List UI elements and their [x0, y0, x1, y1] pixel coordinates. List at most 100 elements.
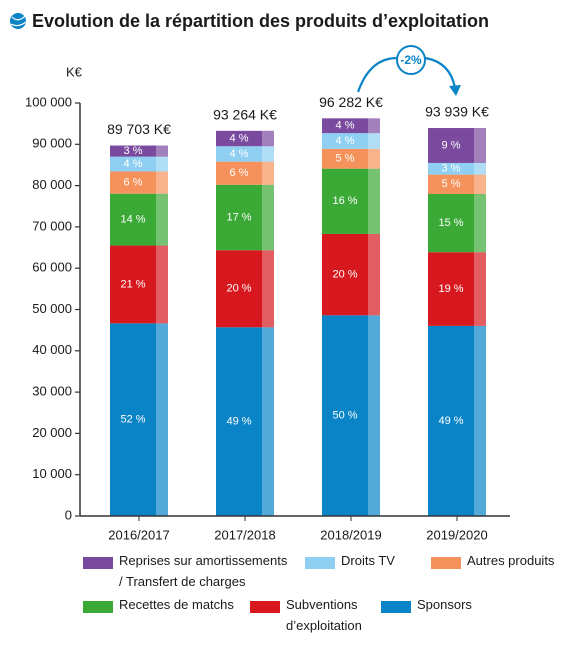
segment-label: 52 % — [120, 414, 145, 426]
bar-segment — [428, 162, 486, 175]
bar-segment — [216, 130, 274, 147]
y-tick-label: 20 000 — [32, 425, 72, 440]
bar-shade — [262, 184, 274, 251]
segment-label: 4 % — [230, 148, 249, 160]
annotation-circle — [396, 45, 426, 75]
bar-shade — [474, 174, 486, 194]
bar-segment — [216, 327, 274, 516]
bar-shade — [368, 118, 380, 134]
x-tick-label: 2017/2018 — [214, 527, 275, 542]
segment-label: 6 % — [230, 167, 249, 179]
bar-shade — [474, 325, 486, 516]
total-label: 93 264 K€ — [213, 107, 277, 123]
bar-segment — [110, 245, 168, 324]
bar-shade — [156, 156, 168, 172]
legend-line: Reprises sur amortissements — [119, 553, 288, 568]
bar-segment — [428, 252, 486, 326]
bar-segment — [322, 133, 380, 149]
y-tick-label: 40 000 — [32, 342, 72, 357]
title-icon-lines — [10, 15, 27, 27]
segment-label: 3 % — [442, 163, 461, 175]
legend-swatch — [305, 557, 335, 569]
bar-shade — [368, 133, 380, 149]
y-tick-label: 70 000 — [32, 218, 72, 233]
x-tick-label: 2016/2017 — [108, 527, 169, 542]
bar-segment — [216, 250, 274, 328]
segment-label: 9 % — [442, 139, 461, 151]
segment-label: 15 % — [438, 217, 463, 229]
bar-segment — [216, 184, 274, 251]
legend-swatch — [250, 601, 280, 613]
annotation-arrow — [356, 56, 457, 93]
legend-label: Droits TV — [341, 553, 395, 568]
bar-segment — [322, 315, 380, 516]
bar-shade — [262, 161, 274, 185]
legend-swatch — [83, 601, 113, 613]
y-unit: K€ — [66, 64, 83, 79]
legend-label: Subventions d’exploitation — [286, 597, 362, 633]
y-tick-label: 100 000 — [25, 94, 72, 109]
bar-segment — [216, 161, 274, 185]
segment-label: 20 % — [332, 269, 357, 281]
legend-label: Autres produits — [467, 553, 555, 568]
segment-label: 4 % — [230, 132, 249, 144]
total-label: 89 703 K€ — [107, 121, 171, 137]
bar-shade — [262, 130, 274, 147]
segment-label: 5 % — [442, 178, 461, 190]
segment-label: 49 % — [226, 416, 251, 428]
legend-swatch — [381, 601, 411, 613]
y-tick-label: 0 — [65, 507, 72, 522]
legend-swatch — [83, 557, 113, 569]
bar-shade — [262, 250, 274, 328]
y-tick-label: 50 000 — [32, 301, 72, 316]
total-label: 96 282 K€ — [319, 94, 383, 110]
bar-shade — [368, 148, 380, 169]
legend-label: Recettes de matchs — [119, 597, 234, 612]
segment-label: 50 % — [332, 410, 357, 422]
legend-line: Subventions — [286, 597, 358, 612]
segment-label: 49 % — [438, 415, 463, 427]
bar-segment — [428, 325, 486, 516]
legend-line: Droits TV — [341, 553, 395, 568]
title-icon — [10, 13, 26, 29]
legend-line: Autres produits — [467, 553, 555, 568]
segment-label: 4 % — [124, 158, 143, 170]
total-label: 93 939 K€ — [425, 104, 489, 120]
bar-segment — [322, 148, 380, 169]
y-tick-label: 60 000 — [32, 260, 72, 275]
bar-shade — [474, 252, 486, 326]
y-tick-label: 10 000 — [32, 466, 72, 481]
segment-label: 20 % — [226, 283, 251, 295]
bar-shade — [156, 145, 168, 157]
bar-shade — [474, 193, 486, 253]
bar-segment — [110, 145, 168, 157]
x-tick-label: 2019/2020 — [426, 527, 487, 542]
legend-label: Reprises sur amortissements / Transfert d… — [119, 553, 288, 589]
bar-shade — [368, 233, 380, 316]
segment-label: 14 % — [120, 214, 145, 226]
x-tick-label: 2018/2019 — [320, 527, 381, 542]
bar-segment — [216, 146, 274, 162]
bar-segment — [322, 118, 380, 134]
bar-shade — [262, 327, 274, 516]
bar-segment — [110, 156, 168, 172]
bar-shade — [156, 193, 168, 246]
y-tick-label: 80 000 — [32, 177, 72, 192]
legend-line: Sponsors — [417, 597, 472, 612]
segment-label: 16 % — [332, 195, 357, 207]
legend-line: d’exploitation — [286, 618, 362, 633]
bar-segment — [428, 193, 486, 253]
bar-shade — [368, 168, 380, 234]
legend-line: / Transfert de charges — [119, 574, 246, 589]
annotation: -2% — [400, 53, 422, 67]
segment-label: 3 % — [124, 145, 143, 157]
y-tick-label: 30 000 — [32, 384, 72, 399]
segment-label: 19 % — [438, 283, 463, 295]
bar-shade — [368, 315, 380, 516]
segment-label: 17 % — [226, 211, 251, 223]
bar-segment — [428, 174, 486, 194]
bar-segment — [428, 128, 486, 163]
bar-segment — [322, 233, 380, 316]
bar-segment — [110, 171, 168, 194]
